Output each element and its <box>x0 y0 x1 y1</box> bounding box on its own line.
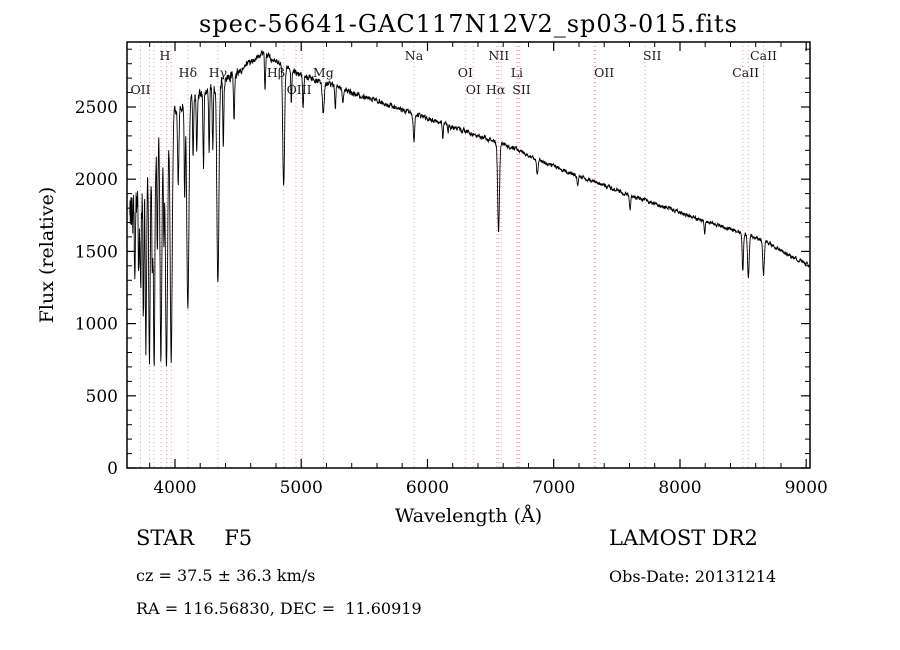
plot-frame <box>126 41 811 469</box>
spectral-line-label: SII <box>512 82 531 97</box>
x-axis-label: Wavelength (Å) <box>394 505 543 527</box>
spectral-line-label: SII <box>643 48 662 63</box>
x-tick-label: 5000 <box>280 478 323 498</box>
classification-line: STAR F5 <box>136 526 252 550</box>
y-tick-label: 0 <box>107 459 118 479</box>
spectral-line-label: OII <box>130 82 150 97</box>
y-tick-label: 2500 <box>75 98 118 118</box>
spectral-line-label: Mg <box>313 65 334 80</box>
y-tick-label: 500 <box>86 387 118 407</box>
spectral-line-label: OII <box>594 65 614 80</box>
spectral-line-label: Hα <box>486 82 506 97</box>
spectral-line-label: CaII <box>732 65 759 80</box>
plot-title: spec-56641-GAC117N12V2_sp03-015.fits <box>199 10 738 38</box>
spectral-line-label: OI <box>466 82 481 97</box>
spectrum-curve <box>129 50 811 367</box>
obs-date: Obs-Date: 20131214 <box>609 567 777 586</box>
y-tick-label: 2000 <box>75 170 118 190</box>
spectral-line-label: Na <box>405 48 424 63</box>
survey-label: LAMOST DR2 <box>609 526 758 550</box>
x-tick-label: 8000 <box>658 478 701 498</box>
spectral-line-label: NII <box>488 48 509 63</box>
spectral-line-label: OI <box>458 65 473 80</box>
x-tick-label: 6000 <box>406 478 449 498</box>
spectral-line-label: Li <box>511 65 523 80</box>
spectral-line-label: CaII <box>750 48 777 63</box>
spectral-line-label: Hδ <box>179 65 197 80</box>
y-axis-label: Flux (relative) <box>36 186 58 324</box>
ra-dec: RA = 116.56830, DEC = 11.60919 <box>136 599 422 618</box>
spectral-line-label: OIII <box>287 82 312 97</box>
object-subclass: F5 <box>224 526 253 550</box>
cz-value: cz = 37.5 ± 36.3 km/s <box>136 566 316 585</box>
spectral-line-label: H <box>159 48 170 63</box>
y-tick-label: 1000 <box>75 315 118 335</box>
spectral-line-label: Hβ <box>267 65 285 80</box>
x-tick-label: 9000 <box>785 478 828 498</box>
object-class: STAR <box>136 526 195 550</box>
spectral-line-label: Hγ <box>209 65 227 80</box>
x-tick-label: 4000 <box>153 478 196 498</box>
x-tick-label: 7000 <box>532 478 575 498</box>
y-tick-label: 1500 <box>75 242 118 262</box>
